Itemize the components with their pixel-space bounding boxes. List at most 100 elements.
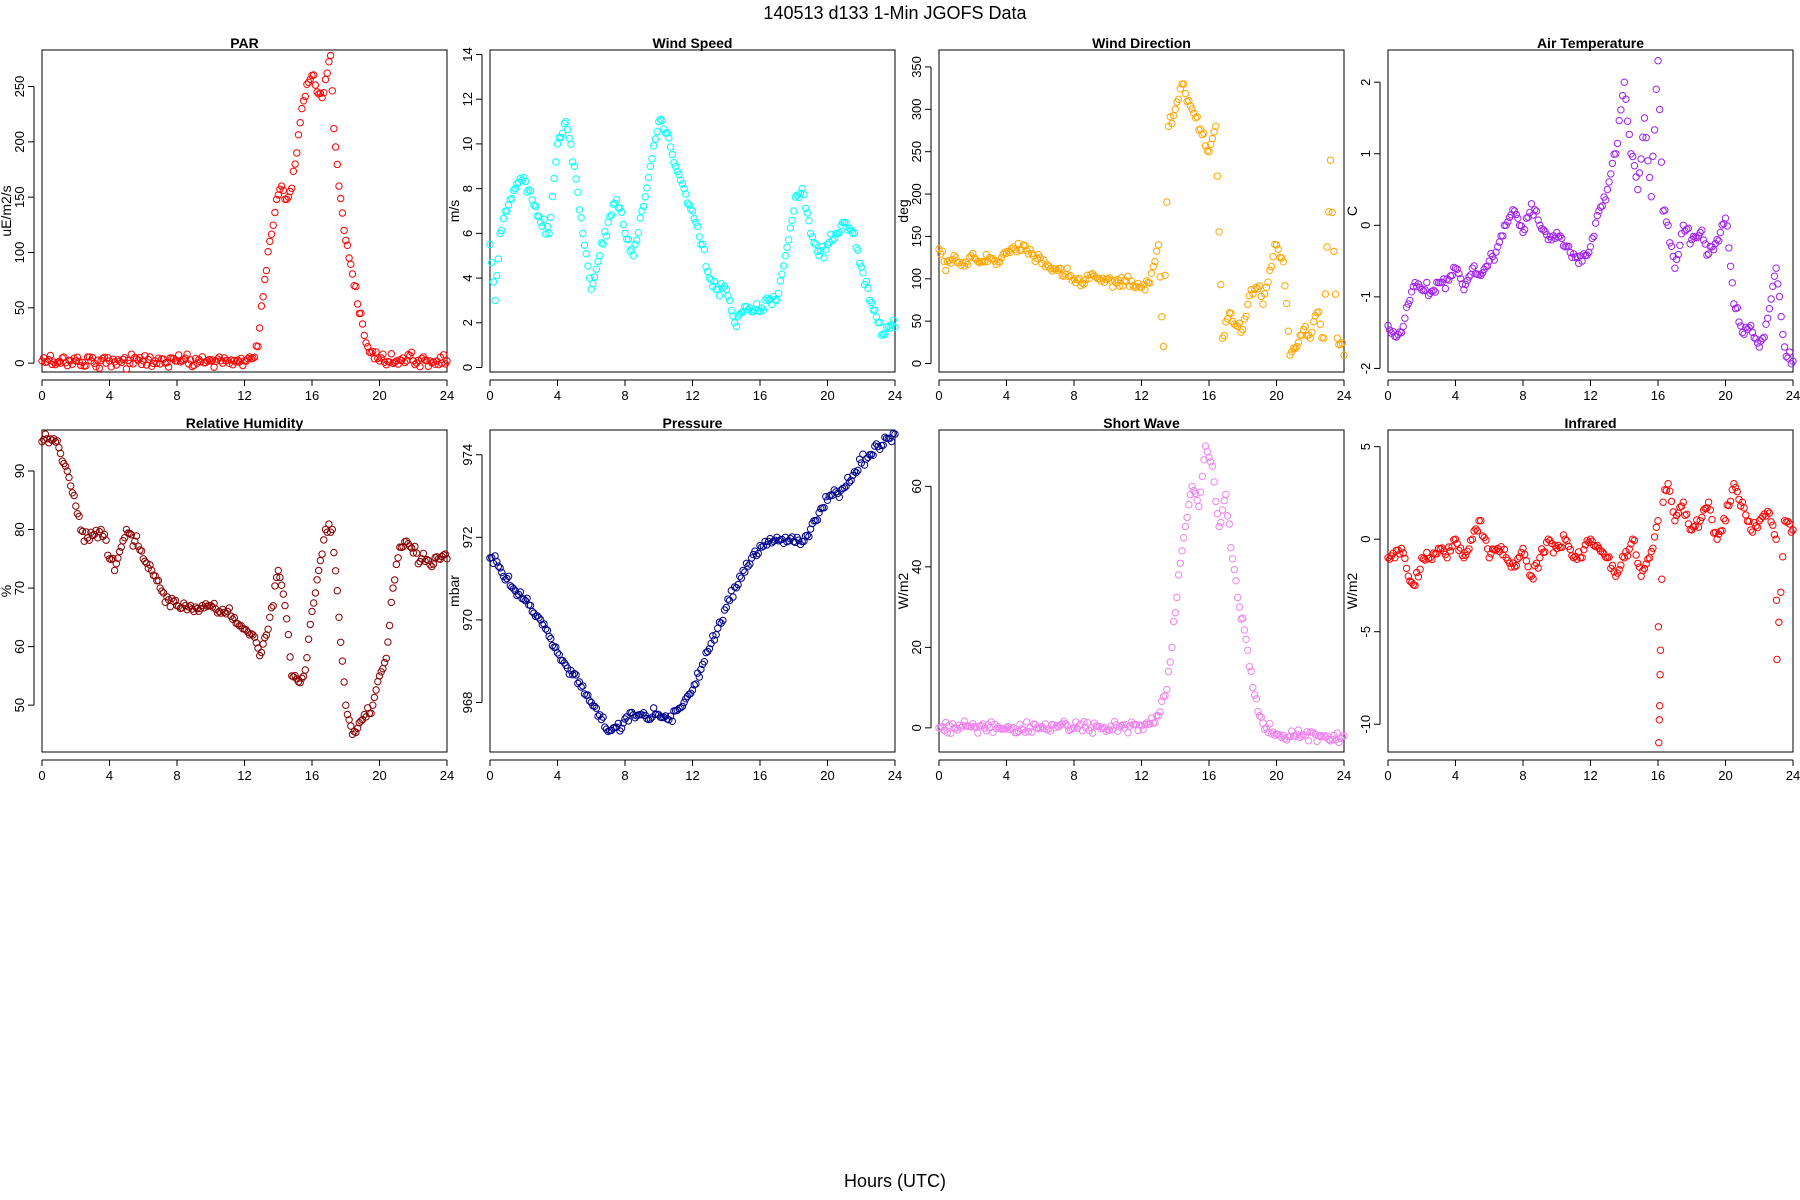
panel-1-data-point <box>504 201 513 209</box>
panel-4-data-point <box>337 638 345 646</box>
panel-2-x-tick-label: 12 <box>1134 388 1148 403</box>
panel-5-data-point <box>825 492 833 500</box>
panel-1-data-point <box>872 313 881 321</box>
panel-7-data-point <box>1747 526 1755 534</box>
panel-3-data-point <box>1531 206 1539 214</box>
panel-6-data-point <box>1191 489 1200 498</box>
panel-2-x-tick-label: 4 <box>1003 388 1010 403</box>
panel-1-data-point <box>822 246 830 254</box>
panel-4-data-point <box>259 640 267 648</box>
panel-1-data-point <box>521 177 530 186</box>
panel-7-data-point <box>1740 504 1748 512</box>
panel-2-data-point <box>1193 113 1201 121</box>
panel-0-data-point <box>347 260 355 268</box>
panel-6-data-point <box>1168 643 1176 652</box>
panel-7-data-point <box>1573 555 1581 563</box>
panel-2-data-point <box>1262 283 1271 291</box>
panel-6-data-point <box>1227 543 1235 552</box>
panel-5-data-point <box>668 717 676 725</box>
panel-1-y-tick-label: 12 <box>460 92 475 106</box>
panel-7-data-point <box>1769 521 1777 529</box>
panel-7-data-point <box>1475 517 1483 525</box>
panel-1-data-point <box>548 192 557 201</box>
panel-7-data-point <box>1591 542 1600 551</box>
panel-5-data-point <box>592 704 600 712</box>
panel-7-data-point <box>1472 525 1480 533</box>
panel-4-data-point <box>360 710 368 719</box>
panel-4-data-point <box>320 536 328 544</box>
panel-7-data-point <box>1536 554 1544 562</box>
panel-1-data-point <box>702 263 710 271</box>
panel-3-data-point <box>1684 224 1693 233</box>
panel-3-data-point <box>1718 221 1726 229</box>
panel-0-data-point <box>82 362 90 370</box>
panel-6-x-tick-label: 20 <box>1269 768 1283 783</box>
panel-1-data-point <box>631 240 639 248</box>
panel-2-title: Wind Direction <box>1092 35 1191 51</box>
panel-4-data-point <box>392 560 401 569</box>
panel-2-data-point <box>1259 300 1267 308</box>
panel-4-data-point <box>229 615 237 623</box>
panel-2-data-point <box>1220 331 1228 340</box>
panel-0-data-point <box>323 69 331 77</box>
panel-6: Short Wave 0 4 8 12 16 20 24 0 20 40 60 W/m2 <box>895 415 1351 783</box>
panel-0-data-point <box>266 237 274 246</box>
panel-0-data-point <box>107 363 115 371</box>
panel-6-points <box>935 442 1348 747</box>
panel-1-data-point <box>567 140 575 148</box>
panel-3-data-point <box>1428 287 1436 296</box>
panel-0-data-point <box>337 194 345 203</box>
panel-5-data-point <box>628 708 636 717</box>
panel-1-data-point <box>644 173 653 182</box>
panel-1-data-point <box>513 180 521 188</box>
panel-1-data-point <box>572 175 580 183</box>
panel-5-x-tick-label: 12 <box>685 768 699 783</box>
panel-5-data-point <box>719 616 727 625</box>
panel-0-data-point <box>385 358 394 366</box>
panel-3-data-point <box>1650 126 1659 134</box>
panel-3-x-tick-label: 20 <box>1718 388 1732 403</box>
panel-4-x-tick-label: 0 <box>38 768 45 783</box>
panel-1-data-point <box>509 186 518 194</box>
panel-4-data-point <box>158 587 166 595</box>
panel-4-data-point <box>217 609 225 617</box>
panel-5-plot-frame <box>489 429 896 753</box>
panel-4-data-point <box>169 597 178 605</box>
panel-1-y-tick-label: 8 <box>460 185 475 192</box>
panel-0-data-point <box>250 353 259 361</box>
panel-6-data-point <box>1271 731 1279 739</box>
panel-0-y-axis-label: uE/m2/s <box>0 185 14 236</box>
panel-4-data-point <box>161 598 169 606</box>
panel-3-data-point <box>1767 295 1775 303</box>
panel-5-points <box>486 429 899 736</box>
panel-7-data-point <box>1698 513 1706 522</box>
panel-1-points <box>486 115 899 339</box>
panel-2-data-point <box>1264 278 1272 286</box>
panel-5-data-point <box>881 433 889 441</box>
panel-1-data-point <box>626 247 634 255</box>
panel-6-data-point <box>1185 501 1193 509</box>
panel-5-data-point <box>729 593 737 601</box>
panel-7-data-point <box>1658 575 1666 583</box>
panel-2-data-point <box>1203 146 1212 155</box>
panel-3-data-point <box>1657 158 1666 166</box>
panel-1-data-point <box>619 220 627 229</box>
panel-1-data-point <box>781 252 789 260</box>
panel-2-x-tick-label: 24 <box>1337 388 1351 403</box>
panel-3-data-point <box>1698 226 1706 234</box>
panel-5-x-tick-label: 24 <box>888 768 902 783</box>
panel-0-data-point <box>215 353 223 361</box>
panel-2-data-point <box>1255 282 1264 290</box>
panel-4-data-point <box>416 557 424 566</box>
panel-1-data-point <box>783 243 791 252</box>
panel-1-data-point <box>680 184 688 193</box>
panel-1-data-point <box>751 306 759 315</box>
panel-0-data-point <box>207 357 215 365</box>
panel-5-data-point <box>543 626 552 635</box>
panel-1-data-point <box>560 119 568 128</box>
panel-6-data-point <box>1240 626 1249 634</box>
panel-4-data-point <box>372 686 380 694</box>
panel-0-data-point <box>279 186 287 195</box>
panel-7-data-point <box>1470 527 1478 535</box>
panel-3-data-point <box>1656 105 1664 114</box>
